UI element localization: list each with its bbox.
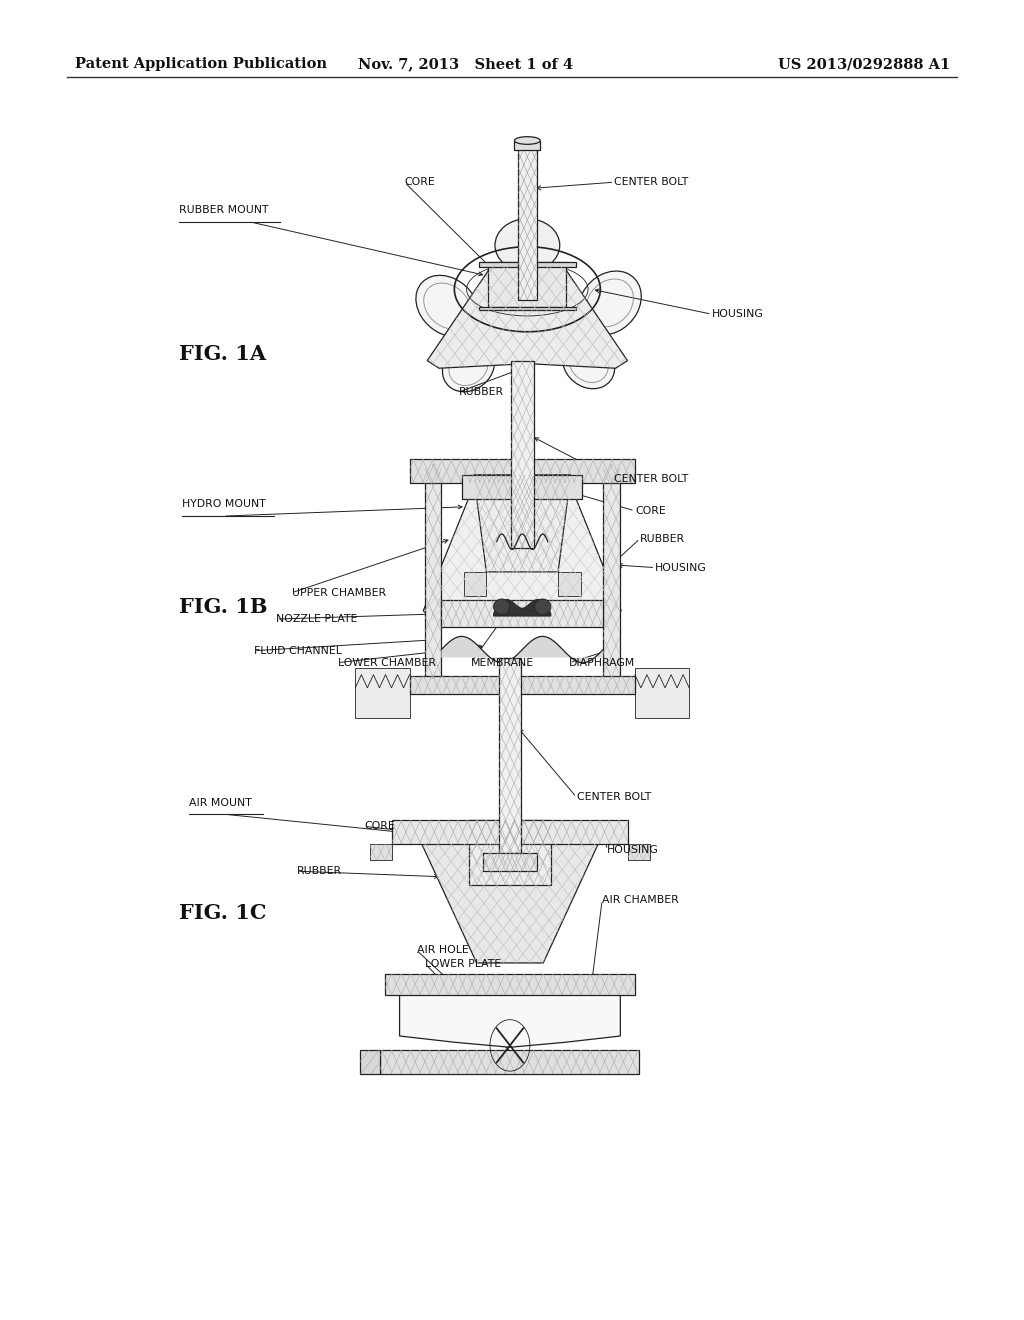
Text: LOWER CHAMBER: LOWER CHAMBER [338,657,436,668]
Ellipse shape [416,276,478,337]
Text: AIR CHAMBER: AIR CHAMBER [602,895,679,906]
Bar [463,475,582,499]
Polygon shape [392,820,628,843]
Polygon shape [499,659,521,853]
Polygon shape [518,140,537,300]
Text: CORE: CORE [404,177,435,187]
Text: CENTER BOLT: CENTER BOLT [614,177,689,187]
Text: AIR HOLE: AIR HOLE [417,945,469,956]
Ellipse shape [495,219,560,272]
Text: RUBBER MOUNT: RUBBER MOUNT [179,205,268,215]
Text: UPPER CHAMBER: UPPER CHAMBER [292,587,386,598]
Text: CENTER BOLT: CENTER BOLT [614,474,689,484]
Polygon shape [628,843,650,859]
Text: HOUSING: HOUSING [712,309,764,319]
Text: HOUSING: HOUSING [655,562,708,573]
Polygon shape [355,668,410,718]
Text: Nov. 7, 2013   Sheet 1 of 4: Nov. 7, 2013 Sheet 1 of 4 [358,57,573,71]
Polygon shape [399,995,621,1047]
Polygon shape [603,465,620,678]
Bar [514,140,541,150]
Text: Patent Application Publication: Patent Application Publication [75,57,327,71]
Polygon shape [441,601,603,627]
Ellipse shape [494,599,510,615]
Text: FIG. 1B: FIG. 1B [179,597,267,618]
Polygon shape [410,676,635,694]
Polygon shape [473,475,571,572]
Ellipse shape [514,137,541,144]
Text: CENTER BOLT: CENTER BOLT [577,792,651,803]
Text: RUBBER: RUBBER [459,387,504,397]
Polygon shape [370,843,392,859]
Bar [483,853,537,871]
Bar [479,261,575,267]
Text: FIG. 1C: FIG. 1C [179,903,266,924]
Polygon shape [422,843,598,964]
Polygon shape [464,572,486,595]
Text: RUBBER: RUBBER [297,866,342,876]
Text: LOWER PLATE: LOWER PLATE [425,958,501,969]
Polygon shape [425,465,441,678]
Ellipse shape [442,342,495,392]
Polygon shape [427,264,628,368]
Text: DIAPHRAGM: DIAPHRAGM [569,657,636,668]
Text: CORE: CORE [635,506,666,516]
Polygon shape [511,362,534,548]
Text: HYDRO MOUNT: HYDRO MOUNT [182,499,266,510]
Bar [479,308,575,310]
Polygon shape [441,636,603,663]
Polygon shape [635,668,689,718]
Polygon shape [360,1049,381,1073]
Polygon shape [494,599,551,616]
Ellipse shape [579,271,641,335]
Text: HOUSING: HOUSING [607,845,659,855]
Polygon shape [385,974,635,995]
Polygon shape [423,499,622,622]
Text: FIG. 1A: FIG. 1A [179,343,266,364]
Text: RUBBER: RUBBER [640,533,685,544]
Text: AIR MOUNT: AIR MOUNT [189,797,252,808]
Text: MEMBRANE: MEMBRANE [471,657,535,668]
Text: FLUID CHANNEL: FLUID CHANNEL [254,645,342,656]
Polygon shape [558,572,581,595]
Polygon shape [469,820,551,886]
Polygon shape [410,459,635,483]
Text: CORE: CORE [365,821,395,832]
Ellipse shape [562,339,614,388]
Text: NOZZLE PLATE: NOZZLE PLATE [276,614,357,624]
Text: US 2013/0292888 A1: US 2013/0292888 A1 [778,57,950,71]
Polygon shape [381,1049,639,1073]
Ellipse shape [535,599,551,615]
Bar [488,261,566,308]
